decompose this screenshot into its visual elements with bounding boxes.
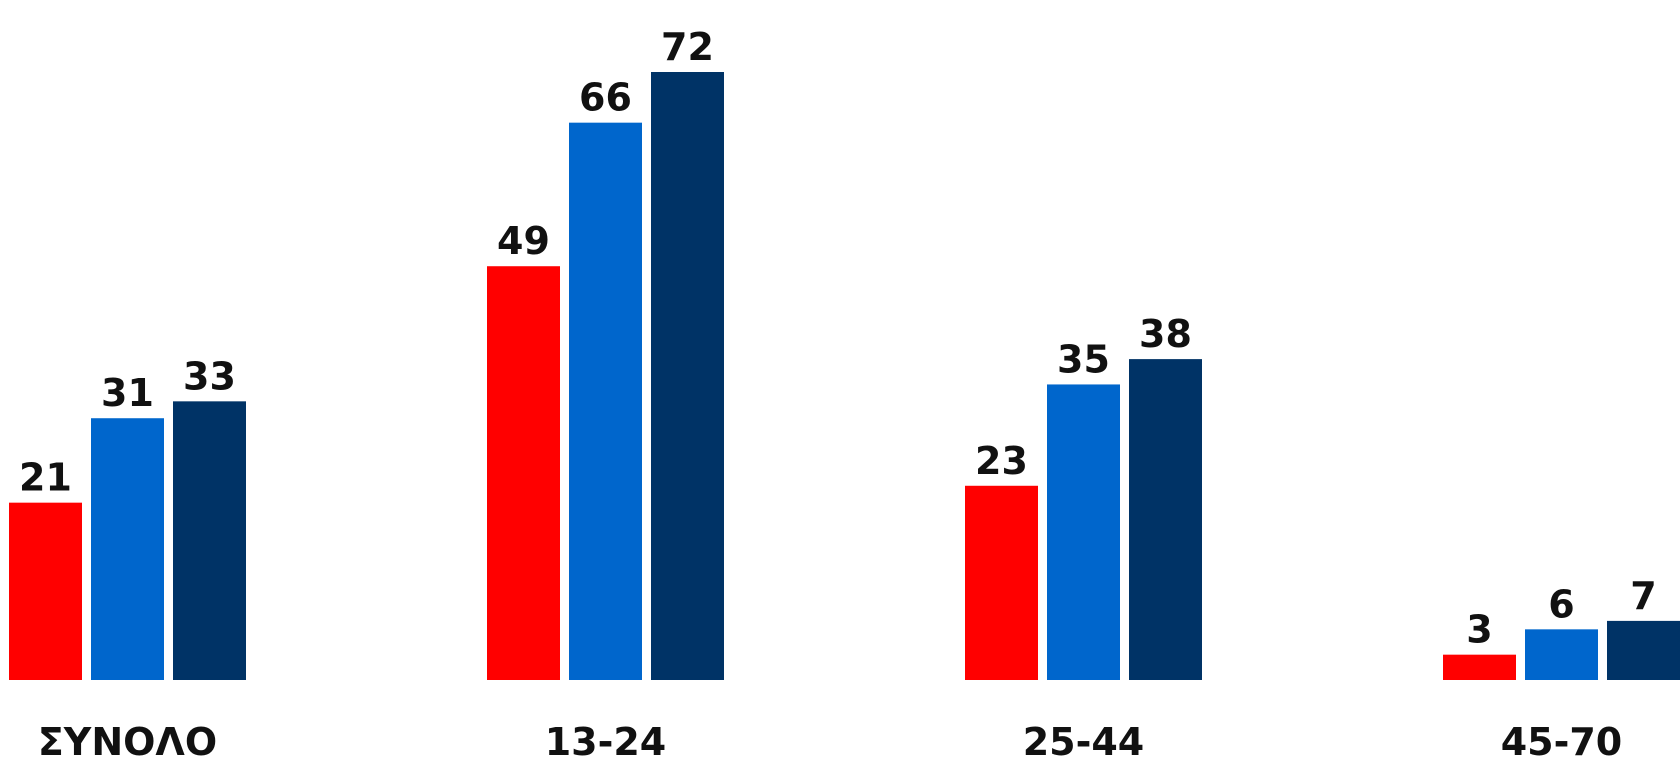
value-label-3-2: 7 (1630, 574, 1656, 618)
bar-0-0 (9, 502, 82, 680)
value-label-3-1: 6 (1548, 582, 1574, 626)
bar-3-2 (1607, 620, 1680, 680)
bar-0-1 (91, 418, 164, 680)
bar-1-2 (651, 72, 724, 680)
value-label-0-0: 21 (19, 456, 72, 500)
value-label-0-2: 33 (183, 354, 236, 398)
value-label-2-1: 35 (1057, 337, 1110, 381)
value-label-1-2: 72 (661, 25, 714, 69)
category-label-1: 13-24 (545, 720, 667, 764)
bar-2-2 (1129, 359, 1202, 680)
category-label-2: 25-44 (1023, 720, 1145, 764)
value-label-1-1: 66 (579, 76, 632, 120)
bar-1-0 (487, 266, 560, 680)
bar-2-0 (965, 485, 1038, 680)
bar-2-1 (1047, 384, 1120, 680)
value-label-2-0: 23 (975, 439, 1028, 483)
value-labels-layer: 21 31 33 49 66 72 23 35 38 3 6 7 (19, 25, 1657, 652)
bars-layer (9, 72, 1680, 680)
value-label-0-1: 31 (101, 371, 154, 415)
value-label-1-0: 49 (497, 219, 550, 263)
bar-0-2 (173, 401, 246, 680)
bar-1-1 (569, 122, 642, 680)
category-labels-layer: ΣΥΝΟΛΟ 13-24 25-44 45-70 (38, 720, 1622, 764)
category-label-3: 45-70 (1501, 720, 1623, 764)
bar-3-0 (1443, 654, 1516, 680)
category-label-0: ΣΥΝΟΛΟ (38, 720, 217, 764)
value-label-3-0: 3 (1466, 608, 1492, 652)
value-label-2-2: 38 (1139, 312, 1192, 356)
bar-3-1 (1525, 629, 1598, 680)
